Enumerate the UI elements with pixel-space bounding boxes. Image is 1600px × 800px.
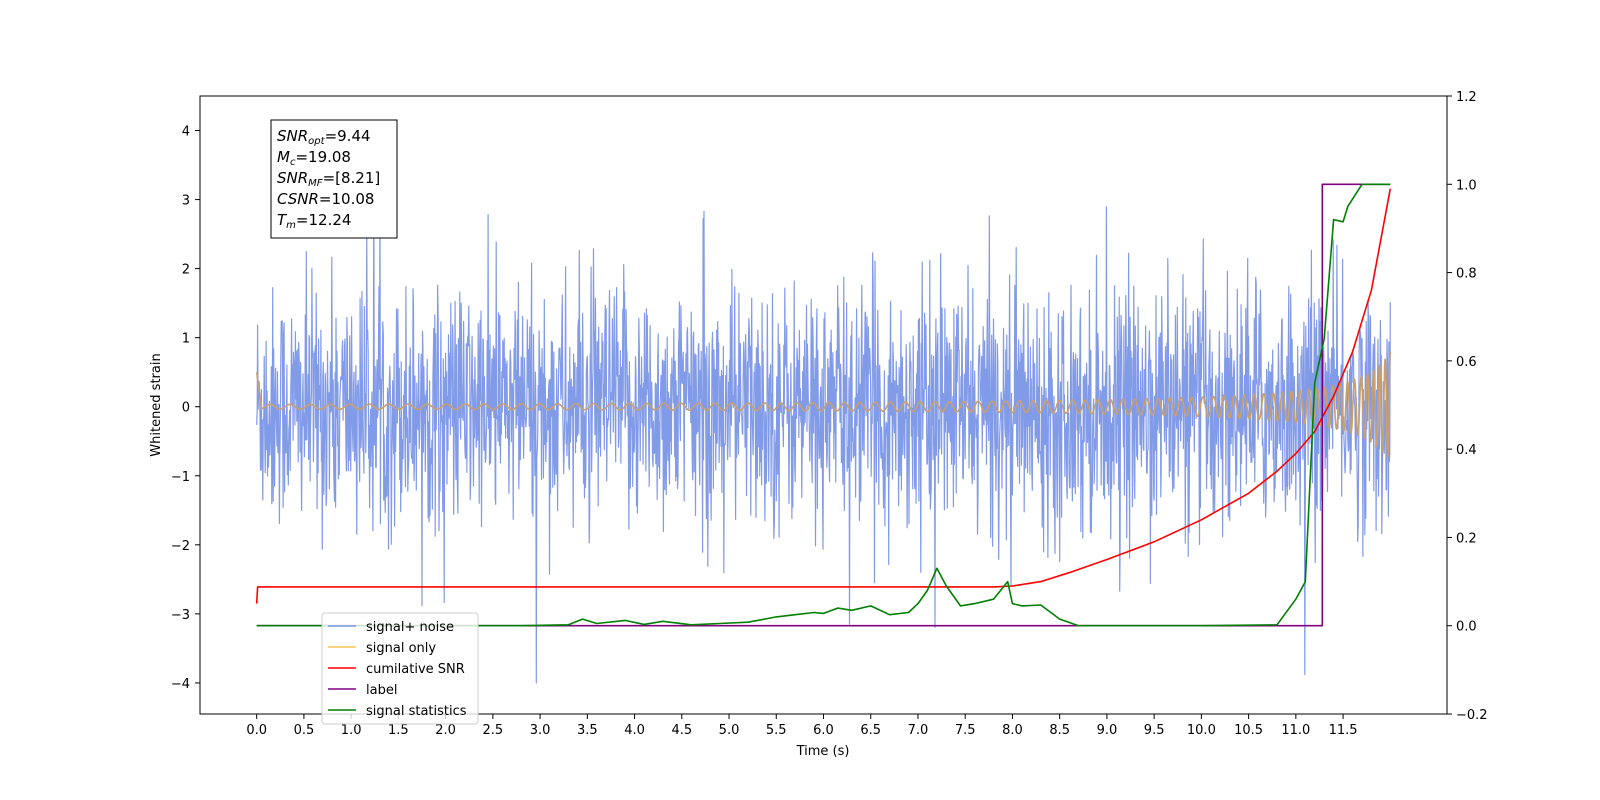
y2-tick-label: −0.2 (1456, 708, 1488, 723)
series-signal-statistics-line (256, 183, 1391, 627)
y-tick-label: −3 (171, 608, 190, 623)
x-tick-label: 2.0 (435, 723, 456, 738)
x-tick-label: 6.0 (813, 723, 834, 738)
x-tick-label: 8.5 (1049, 723, 1070, 738)
y2-tick-label: 0.8 (1456, 267, 1477, 282)
x-tick-label: 3.0 (530, 723, 551, 738)
y-tick-label: 3 (182, 194, 190, 209)
x-tick-label: 7.5 (955, 723, 976, 738)
x-tick-label: 1.5 (388, 723, 409, 738)
y-tick-label: −2 (171, 539, 190, 554)
legend-label: signal statistics (366, 704, 467, 719)
series-label-line (256, 183, 1391, 627)
legend-label: label (366, 683, 397, 698)
x-tick-label: 4.0 (624, 723, 645, 738)
x-tick-label: 2.5 (483, 723, 504, 738)
legend-label: cumilative SNR (366, 662, 465, 677)
y-tick-label: −4 (171, 677, 190, 692)
y-tick-label: 4 (182, 125, 190, 140)
x-tick-label: 1.0 (341, 723, 362, 738)
x-tick-label: 11.5 (1329, 723, 1358, 738)
y-tick-label: −1 (171, 470, 190, 485)
annotation-line: Mc=19.08 (277, 148, 351, 168)
annotation-line: SNRopt=9.44 (277, 127, 371, 147)
x-axis-label: Time (s) (796, 744, 850, 759)
x-axis-ticks: 0.0 0.5 1.0 1.5 2.0 2.5 3.0 3.5 4.0 4.5 5.0 5.5 6.0 6… (246, 714, 1358, 738)
x-tick-label: 0.0 (246, 723, 267, 738)
annotation-line: SNRMF=[8.21] (277, 169, 380, 189)
legend-frame (321, 612, 479, 725)
x-tick-label: 7.0 (908, 723, 929, 738)
series-signal-only-line (255, 351, 1392, 459)
parameter-annotation-box: SNRopt=9.44Mc=19.08SNRMF=[8.21]CSNR=10.0… (270, 119, 398, 239)
y2-tick-label: 1.2 (1456, 90, 1477, 105)
y-tick-label: 0 (182, 401, 190, 416)
x-tick-label: 9.0 (1097, 723, 1118, 738)
y2-tick-label: 0.0 (1456, 620, 1477, 635)
y2-axis-ticks: −0.2 0.0 0.2 0.4 0.6 0.8 1.0 1.2 (1447, 90, 1488, 723)
series-signal-noise-line (256, 162, 1391, 684)
x-tick-label: 3.5 (577, 723, 598, 738)
series-cumilative-snr-line (255, 188, 1392, 604)
legend-label: signal only (366, 641, 436, 656)
x-tick-label: 10.5 (1234, 723, 1263, 738)
x-tick-label: 0.5 (294, 723, 315, 738)
x-tick-label: 4.5 (671, 723, 692, 738)
legend: signal+ noise signal only cumilative SNR la… (321, 612, 479, 725)
annotation-line: CSNR=10.08 (277, 190, 374, 208)
annotation-line: Tm=12.24 (277, 211, 351, 231)
plot-lines (255, 162, 1392, 684)
legend-label: signal+ noise (366, 620, 454, 635)
x-tick-label: 6.5 (860, 723, 881, 738)
x-tick-label: 9.5 (1144, 723, 1165, 738)
y-axis-ticks: −4 −3 −2 −1 0 1 2 3 4 (171, 125, 200, 692)
y2-tick-label: 0.4 (1456, 443, 1477, 458)
y2-tick-label: 0.6 (1456, 355, 1477, 370)
x-tick-label: 5.0 (719, 723, 740, 738)
x-tick-label: 5.5 (766, 723, 787, 738)
y-tick-label: 1 (182, 332, 190, 347)
x-tick-label: 11.0 (1281, 723, 1310, 738)
y-tick-label: 2 (182, 263, 190, 278)
y2-tick-label: 1.0 (1456, 178, 1477, 193)
x-tick-label: 10.0 (1187, 723, 1216, 738)
y-axis-label: Whitened strain (149, 353, 164, 456)
y2-tick-label: 0.2 (1456, 531, 1477, 546)
annotation-frame (270, 119, 398, 239)
x-tick-label: 8.0 (1002, 723, 1023, 738)
